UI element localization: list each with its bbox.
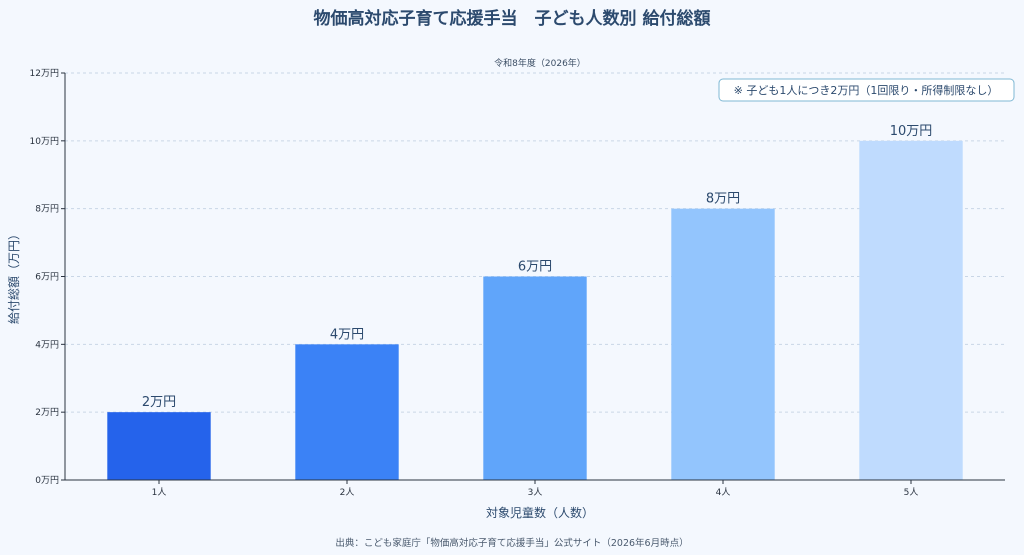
bar-value-label: 2万円 — [142, 395, 176, 410]
x-axis-ticks: 1人 2人 3人 4人 5人 — [152, 480, 919, 498]
y-tick-label: 6万円 — [35, 272, 59, 283]
y-tick-label: 12万円 — [30, 68, 59, 79]
bar — [483, 276, 587, 480]
y-tick-label: 4万円 — [35, 339, 59, 350]
annotation-text: ※ 子ども1人につき2万円（1回限り・所得制限なし） — [734, 84, 999, 97]
bar — [107, 412, 211, 480]
bar-value-label: 8万円 — [706, 192, 740, 207]
x-tick-label: 5人 — [904, 487, 919, 498]
x-tick-label: 4人 — [716, 487, 731, 498]
y-axis-ticks: 0万円 2万円 4万円 6万円 8万円 10万円 12万円 — [30, 68, 65, 486]
x-tick-label: 1人 — [152, 487, 167, 498]
data-labels: 2万円 4万円 6万円 8万円 10万円 — [142, 124, 932, 410]
bar-value-label: 6万円 — [518, 260, 552, 275]
x-tick-label: 3人 — [528, 487, 543, 498]
bar-value-label: 4万円 — [330, 327, 364, 342]
bar — [671, 208, 775, 480]
y-tick-label: 0万円 — [35, 475, 59, 486]
x-tick-label: 2人 — [340, 487, 355, 498]
chart-title: 物価高対応子育て応援手当 子ども人数別 給付総額 — [314, 8, 711, 29]
y-tick-label: 2万円 — [35, 407, 59, 418]
bar — [295, 344, 399, 480]
x-axis-label: 対象児童数（人数） — [486, 505, 594, 520]
y-tick-label: 8万円 — [35, 204, 59, 215]
bar — [859, 140, 963, 481]
chart-subtitle: 令和8年度（2026年） — [494, 57, 586, 69]
bar-value-label: 10万円 — [890, 124, 933, 139]
bars — [107, 140, 963, 481]
y-tick-label: 10万円 — [30, 136, 59, 147]
source-note: 出典：こども家庭庁「物価高対応子育て応援手当」公式サイト（2026年6月時点） — [335, 537, 688, 549]
annotation-box: ※ 子ども1人につき2万円（1回限り・所得制限なし） — [718, 78, 1015, 102]
y-axis-label: 給付総額（万円） — [7, 228, 21, 324]
